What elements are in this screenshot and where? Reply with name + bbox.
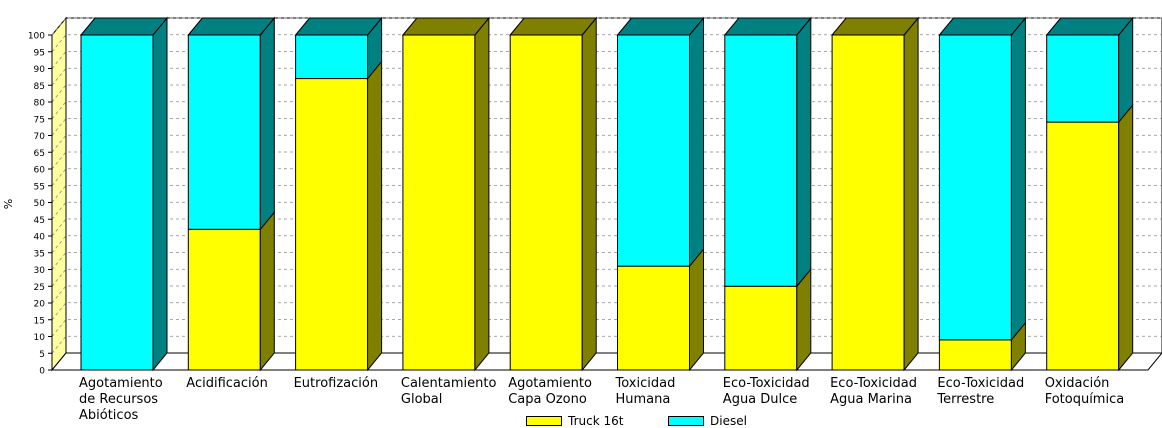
y-tick-label: 25 — [34, 283, 45, 293]
legend-label-diesel: Diesel — [710, 414, 747, 428]
x-tick-label: Acidificación — [186, 376, 268, 391]
y-tick-label: 95 — [34, 48, 45, 58]
y-tick-label: 65 — [34, 149, 45, 159]
bar-side — [259, 210, 275, 372]
bar-side — [1118, 103, 1134, 372]
bar-segment-truck — [187, 210, 275, 372]
bar-segment-diesel — [1045, 16, 1134, 124]
y-tick-label: 85 — [34, 82, 45, 92]
bar-front — [617, 265, 690, 371]
legend-label-truck: Truck 16t — [568, 414, 624, 428]
bar-front — [187, 228, 261, 371]
y-tick-label: 60 — [34, 166, 46, 176]
bar-side — [689, 247, 704, 372]
bar-top — [938, 17, 1027, 36]
bar-front — [187, 34, 261, 230]
bar-segment-diesel — [294, 16, 383, 80]
bar-top — [509, 17, 598, 36]
x-tick-label: Agotamiento de Recursos Abióticos — [79, 376, 163, 423]
bar-front — [724, 285, 798, 371]
bar-side — [689, 16, 704, 268]
bar-top — [294, 17, 383, 36]
y-tick-label: 90 — [34, 65, 46, 75]
bar-side — [903, 16, 919, 372]
y-tick-label: 55 — [34, 182, 45, 192]
bar-side — [152, 16, 168, 372]
bar-segment-diesel — [79, 16, 169, 372]
x-tick-label: Eco-Toxicidad Agua Marina — [830, 376, 917, 407]
bar-segment-truck — [831, 16, 920, 372]
y-tick-label: 30 — [34, 266, 46, 276]
bar-top — [831, 17, 920, 36]
bar-side — [1010, 16, 1026, 342]
bar-front — [938, 34, 1012, 341]
y-tick-label: 70 — [34, 132, 46, 142]
x-tick-label: Toxicidad Humana — [615, 376, 676, 407]
bar-top — [401, 17, 490, 36]
y-axis-title: % — [2, 199, 15, 209]
bar-side — [1118, 16, 1134, 124]
x-tick-label: Oxidación Fotoquímica — [1044, 376, 1125, 407]
bar-side — [796, 16, 812, 288]
bar-segment-truck — [509, 16, 598, 372]
bar-front — [295, 34, 369, 80]
bar-side — [581, 16, 597, 372]
x-tick-label: Eco-Toxicidad Agua Dulce — [722, 376, 810, 407]
bar-segment-truck — [401, 16, 490, 372]
x-tick-label: Eutrofización — [293, 376, 379, 391]
bar-segment-truck — [617, 247, 704, 372]
x-tick-label: Agotamiento Capa Ozono — [508, 376, 592, 407]
y-tick-label: 5 — [39, 350, 45, 360]
bar-front — [617, 34, 690, 267]
bar-front — [831, 34, 905, 371]
bar-front — [295, 78, 369, 371]
bar-side — [474, 16, 490, 372]
y-tick-label: 50 — [34, 199, 46, 209]
bar-segment-truck — [1046, 103, 1134, 372]
bar-front — [402, 34, 476, 371]
bar-segment-diesel — [187, 16, 276, 231]
bar-front — [938, 339, 1012, 371]
y-tick-label: 20 — [34, 300, 46, 310]
bar-top — [1045, 17, 1134, 36]
y-tick-label: 10 — [34, 333, 46, 343]
bar-side — [259, 16, 275, 231]
bar-segment-truck — [295, 60, 383, 372]
bar-front — [80, 34, 154, 371]
bar-front — [1046, 34, 1120, 123]
legend-swatch-diesel — [668, 416, 704, 426]
bar-segment-diesel — [616, 16, 705, 268]
y-tick-label: 15 — [34, 316, 45, 326]
y-tick-label: 0 — [39, 367, 45, 377]
bars — [79, 16, 1134, 372]
x-tick-label: Calentamiento Global — [400, 376, 497, 407]
y-tick-label: 100 — [28, 32, 45, 42]
bar-front — [1046, 121, 1120, 371]
y-tick-label: 45 — [34, 216, 45, 226]
bar-top — [616, 17, 705, 36]
bar-top — [187, 17, 276, 36]
bar-segment-diesel — [938, 16, 1027, 342]
bar-segment-diesel — [723, 16, 812, 288]
y-tick-label: 35 — [34, 249, 45, 259]
bar-top — [723, 17, 812, 36]
y-tick-label: 75 — [34, 115, 45, 125]
bar-front — [724, 34, 798, 287]
y-tick-label: 80 — [34, 99, 46, 109]
y-tick-label: 40 — [34, 233, 46, 243]
x-tick-label: Eco-Toxicidad Terrestre — [937, 376, 1025, 407]
bar-side — [367, 60, 383, 372]
legend-swatch-truck — [526, 416, 562, 426]
bar-top — [79, 17, 169, 36]
bar-front — [509, 34, 583, 371]
